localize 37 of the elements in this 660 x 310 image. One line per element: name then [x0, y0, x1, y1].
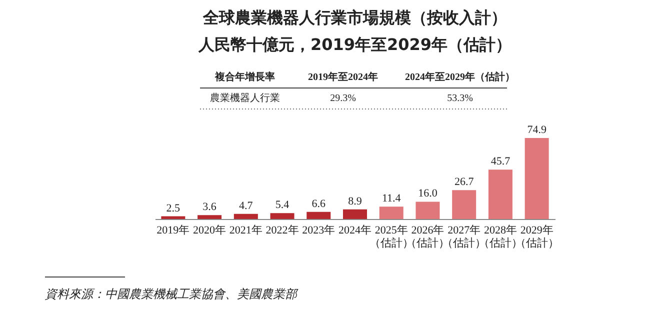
x-tick-label: 2022年: [266, 224, 299, 236]
bar: [198, 215, 222, 219]
text: 53.3%: [447, 93, 473, 104]
data-label: 3.6: [202, 201, 217, 214]
bar: [270, 213, 294, 219]
data-label: 74.9: [527, 124, 547, 136]
bar: [524, 138, 549, 219]
text: 2024年至2029年（估計）: [405, 71, 515, 83]
data-label: 16.0: [418, 188, 438, 200]
data-label: 11.4: [382, 192, 402, 205]
bar: [343, 209, 367, 219]
text: 農業機器人行業: [210, 92, 280, 104]
data-label: 4.7: [239, 200, 254, 212]
x-tick-label: 2021年: [229, 224, 262, 236]
data-label: 2.5: [166, 202, 181, 214]
bar: [306, 212, 331, 219]
x-tick-label: 2024年: [338, 224, 372, 236]
data-label: 5.4: [275, 199, 290, 212]
source-note: 資料來源：中國農業機械工業協會、美國農業部: [45, 287, 299, 301]
bar: [161, 216, 186, 219]
x-tick-label: 2023年: [302, 224, 336, 236]
bar: [452, 190, 476, 219]
chart-subtitle: 人民幣十億元，2019年至2029年（估計）: [197, 35, 512, 54]
data-label: 45.7: [490, 156, 511, 168]
data-label: 6.6: [312, 198, 326, 210]
bar: [416, 202, 440, 219]
bar: [234, 214, 258, 219]
text: 2019年至2024年: [308, 71, 378, 83]
bar: [379, 206, 404, 219]
text: 複合年增長率: [214, 71, 275, 83]
text: 29.3%: [330, 93, 356, 104]
data-label: 8.9: [348, 195, 362, 208]
x-tick-label: 2020年: [193, 224, 226, 236]
bar: [488, 170, 512, 219]
chart-title: 全球農業機器人行業市場規模（按收入計）: [202, 8, 507, 27]
x-tick-label: 2019年: [156, 224, 190, 236]
data-label: 26.7: [454, 176, 474, 188]
